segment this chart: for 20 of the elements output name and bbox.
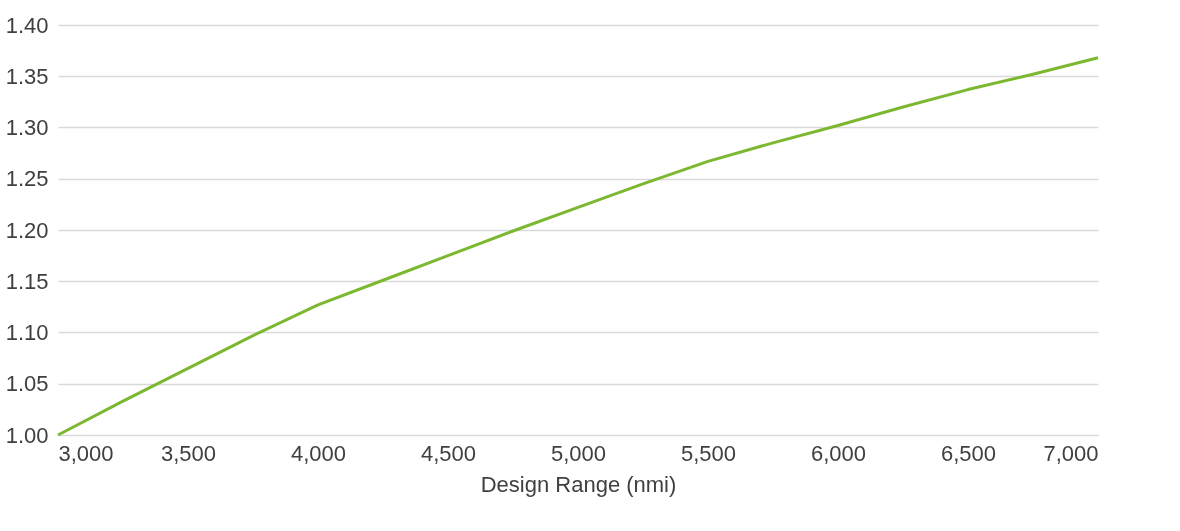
y-tick-label: 1.30 [5,115,49,140]
line-series [56,56,1100,437]
x-tick-label: 6,500 [940,440,997,466]
x-tick-label: 5,000 [550,440,607,466]
x-tick-label: 5,500 [680,440,737,466]
y-tick-label: 1.40 [5,12,49,38]
x-tick-label: 3,500 [160,440,217,466]
x-tick-label: 6,000 [810,440,867,466]
y-tick-label: 1.00 [5,422,49,448]
y-tick-label: 1.25 [5,166,49,192]
x-axis-title: Design Range (nmi) [480,471,677,497]
x-tick-label: 4,000 [290,440,347,466]
y-tick-label: 1.20 [5,217,49,243]
y-tick-label: 1.35 [5,63,49,89]
x-tick-label: 7,000 [1043,440,1099,466]
y-tick-label: 1.15 [5,268,49,294]
y-tick-label: 1.05 [5,371,49,397]
x-tick-label: 3,000 [58,440,114,466]
x-tick-label: 4,500 [420,440,477,466]
y-tick-label: 1.10 [5,320,49,345]
